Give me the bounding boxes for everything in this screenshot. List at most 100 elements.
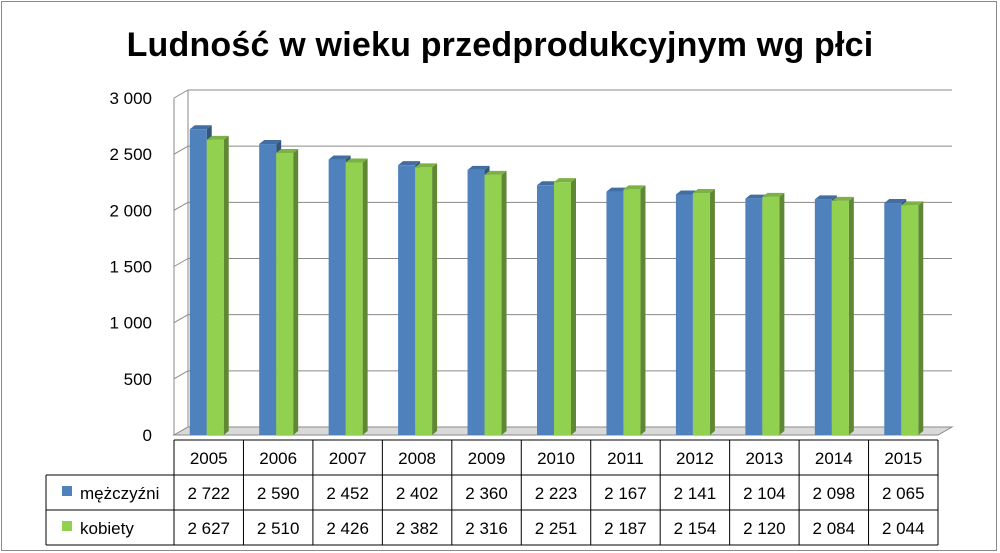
x-tick-label: 2009 [468,449,506,468]
data-label: 2 104 [743,484,786,503]
bar [345,162,363,435]
bar-side [918,201,924,435]
data-label: 2 627 [187,519,230,538]
bar-side [501,170,507,435]
data-label: 2 360 [465,484,508,503]
x-tick-label: 2005 [190,449,228,468]
bar [189,129,207,435]
bar [692,193,710,435]
bar [276,153,294,435]
bar-top [745,194,768,199]
bar [623,189,641,435]
bar-side [709,189,715,435]
data-label: 2 084 [813,519,856,538]
bar [206,139,224,435]
data-label: 2 452 [326,484,369,503]
bar-top [484,170,507,175]
bar-top [814,195,837,200]
data-label: 2 167 [604,484,647,503]
y-tick-label: 3 000 [109,89,152,108]
data-label: 2 223 [535,484,578,503]
bar-top [328,155,351,160]
data-label: 2 316 [465,519,508,538]
bar-top [623,185,646,190]
x-tick-label: 2007 [329,449,367,468]
bar-top [189,125,212,130]
y-tick-label: 500 [124,370,152,389]
bar [745,198,763,435]
bar-top [398,161,421,166]
bar [762,196,780,435]
legend-label: mężczyźni [80,484,159,503]
chart-title: Ludność w wieku przedprodukcyjnym wg płc… [126,26,874,64]
bar-top [675,190,698,195]
data-label: 2 154 [674,519,717,538]
x-tick-label: 2012 [676,449,714,468]
data-label: 2 065 [882,484,925,503]
bar-side [571,178,576,435]
x-tick-label: 2008 [398,449,436,468]
bar-top [206,135,229,140]
bar-top [762,192,785,197]
bar-side [779,192,785,435]
bar-top [901,201,924,206]
data-label: 2 120 [743,519,786,538]
bar-top [345,158,368,163]
grid-diagonal [173,314,189,324]
bar [901,205,919,435]
bar [415,167,433,435]
grid-diagonal [173,258,189,267]
grid-diagonal [173,145,189,155]
bar [831,200,849,435]
y-tick-label: 2 500 [109,145,152,164]
x-tick-label: 2014 [815,449,853,468]
grid-diagonal [173,370,189,380]
bar-top [259,140,282,145]
bar [675,194,693,435]
y-tick-label: 2 000 [109,201,152,220]
grid-diagonal [173,89,189,99]
x-tick-label: 2006 [259,449,297,468]
bar-top [692,189,715,194]
bar [537,185,554,435]
x-tick-label: 2010 [537,449,575,468]
bar [814,199,832,435]
bar-side [293,149,299,435]
data-label: 2 098 [813,484,856,503]
bar-top [884,199,907,204]
bar [398,165,416,435]
bar-side [432,163,438,435]
data-label: 2 187 [604,519,647,538]
bar-top [537,181,559,186]
data-label: 2 510 [257,519,300,538]
bar-top [415,163,438,168]
data-label: 2 722 [187,484,230,503]
data-label: 2 590 [257,484,300,503]
bar-side [362,158,368,435]
x-tick-label: 2013 [745,449,783,468]
data-label: 2 251 [535,519,578,538]
y-tick-label: 1 500 [109,258,152,277]
data-label: 2 402 [396,484,439,503]
bar [554,182,571,435]
grid-diagonal [173,201,189,211]
y-tick-label: 0 [143,426,152,445]
bar [884,203,902,435]
bar-top [467,165,490,170]
legend-swatch [62,486,72,496]
bar-side [848,196,854,435]
bar [328,159,346,436]
bar [484,174,502,435]
legend-swatch [62,521,72,531]
bar-top [831,196,854,201]
data-label: 2 426 [326,519,369,538]
bar [259,144,277,435]
bar [606,191,624,435]
bar-side [640,185,646,435]
x-tick-label: 2011 [607,449,644,468]
bar-top [606,187,629,192]
bar [467,169,485,436]
data-label: 2 382 [396,519,439,538]
legend-label: kobiety [80,519,134,538]
